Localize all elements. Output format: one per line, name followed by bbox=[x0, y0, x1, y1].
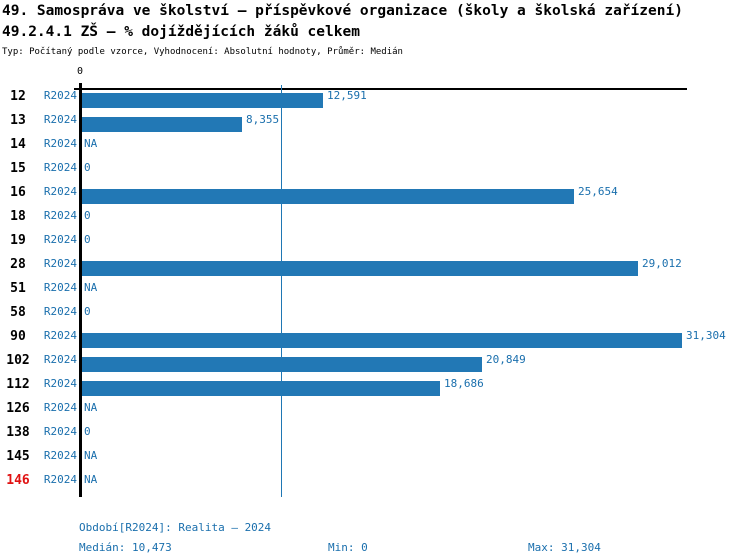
chart-row: 90 R2024 31,304 bbox=[0, 329, 750, 353]
bar-value-label: NA bbox=[84, 401, 98, 414]
bar-value-label: NA bbox=[84, 473, 98, 486]
median-reference-line bbox=[281, 85, 282, 497]
bar-value-label: 0 bbox=[84, 209, 91, 222]
chart-row: 51 R2024 NA bbox=[0, 281, 750, 305]
row-category-label: 102 bbox=[6, 353, 30, 368]
axis-vertical-line bbox=[79, 83, 82, 497]
axis-origin-tick-label: 0 bbox=[76, 66, 84, 77]
row-category-label: 145 bbox=[6, 449, 30, 464]
bar bbox=[82, 381, 440, 396]
axis-top-line bbox=[74, 88, 687, 90]
row-series-label: R2024 bbox=[43, 161, 77, 174]
bar-value-label: 25,654 bbox=[578, 185, 618, 198]
chart-row: 15 R2024 0 bbox=[0, 161, 750, 185]
row-category-label: 126 bbox=[6, 401, 30, 416]
row-series-label: R2024 bbox=[43, 233, 77, 246]
report-title-line1: 49. Samospráva ve školství – příspěvkové… bbox=[2, 3, 683, 19]
bar-value-label: NA bbox=[84, 281, 98, 294]
row-category-label: 112 bbox=[6, 377, 30, 392]
chart-row: 138 R2024 0 bbox=[0, 425, 750, 449]
report-subtitle: Typ: Počítaný podle vzorce, Vyhodnocení:… bbox=[2, 47, 403, 57]
row-series-label: R2024 bbox=[43, 257, 77, 270]
chart-row: 19 R2024 0 bbox=[0, 233, 750, 257]
chart-row: 146 R2024 NA bbox=[0, 473, 750, 497]
row-series-label: R2024 bbox=[43, 113, 77, 126]
bar-value-label: 0 bbox=[84, 425, 91, 438]
row-category-label: 51 bbox=[10, 281, 26, 296]
bar-value-label: 0 bbox=[84, 233, 91, 246]
chart-row: 13 R2024 8,355 bbox=[0, 113, 750, 137]
bar-value-label: 8,355 bbox=[246, 113, 280, 126]
bar-value-label: NA bbox=[84, 137, 98, 150]
row-series-label: R2024 bbox=[43, 449, 77, 462]
bar-value-label: 29,012 bbox=[642, 257, 682, 270]
footer-min: Min: 0 bbox=[328, 541, 368, 554]
row-category-label: 18 bbox=[10, 209, 26, 224]
row-series-label: R2024 bbox=[43, 401, 77, 414]
chart-row: 126 R2024 NA bbox=[0, 401, 750, 425]
chart-row: 14 R2024 NA bbox=[0, 137, 750, 161]
row-series-label: R2024 bbox=[43, 425, 77, 438]
bar-value-label: 12,591 bbox=[327, 89, 367, 102]
row-category-label: 138 bbox=[6, 425, 30, 440]
row-series-label: R2024 bbox=[43, 473, 77, 486]
chart-row: 16 R2024 25,654 bbox=[0, 185, 750, 209]
bar-value-label: 0 bbox=[84, 161, 91, 174]
row-category-label: 146 bbox=[6, 473, 30, 488]
bar bbox=[82, 357, 482, 372]
row-series-label: R2024 bbox=[43, 353, 77, 366]
row-category-label: 19 bbox=[10, 233, 26, 248]
row-series-label: R2024 bbox=[43, 89, 77, 102]
row-series-label: R2024 bbox=[43, 377, 77, 390]
report-title-line2: 49.2.4.1 ZŠ – % dojíždějících žáků celke… bbox=[2, 24, 360, 40]
bar bbox=[82, 261, 638, 276]
chart-row: 112 R2024 18,686 bbox=[0, 377, 750, 401]
footer-period: Období[R2024]: Realita – 2024 bbox=[79, 521, 272, 534]
chart-row: 28 R2024 29,012 bbox=[0, 257, 750, 281]
row-series-label: R2024 bbox=[43, 305, 77, 318]
chart-row: 12 R2024 12,591 bbox=[0, 89, 750, 113]
row-series-label: R2024 bbox=[43, 329, 77, 342]
row-category-label: 15 bbox=[10, 161, 26, 176]
bar-value-label: 18,686 bbox=[444, 377, 484, 390]
row-category-label: 16 bbox=[10, 185, 26, 200]
bar bbox=[82, 189, 574, 204]
chart-row: 145 R2024 NA bbox=[0, 449, 750, 473]
bar-value-label: NA bbox=[84, 449, 98, 462]
row-series-label: R2024 bbox=[43, 281, 77, 294]
row-category-label: 58 bbox=[10, 305, 26, 320]
bar-value-label: 0 bbox=[84, 305, 91, 318]
bar bbox=[82, 333, 682, 348]
footer-median: Medián: 10,473 bbox=[79, 541, 172, 554]
chart-row: 58 R2024 0 bbox=[0, 305, 750, 329]
bar bbox=[82, 117, 242, 132]
row-category-label: 13 bbox=[10, 113, 26, 128]
row-series-label: R2024 bbox=[43, 137, 77, 150]
footer-max: Max: 31,304 bbox=[528, 541, 601, 554]
chart-row: 102 R2024 20,849 bbox=[0, 353, 750, 377]
row-series-label: R2024 bbox=[43, 185, 77, 198]
row-category-label: 12 bbox=[10, 89, 26, 104]
bar-value-label: 31,304 bbox=[686, 329, 726, 342]
row-category-label: 28 bbox=[10, 257, 26, 272]
row-category-label: 14 bbox=[10, 137, 26, 152]
bar bbox=[82, 93, 323, 108]
chart-row: 18 R2024 0 bbox=[0, 209, 750, 233]
row-series-label: R2024 bbox=[43, 209, 77, 222]
bar-value-label: 20,849 bbox=[486, 353, 526, 366]
row-category-label: 90 bbox=[10, 329, 26, 344]
